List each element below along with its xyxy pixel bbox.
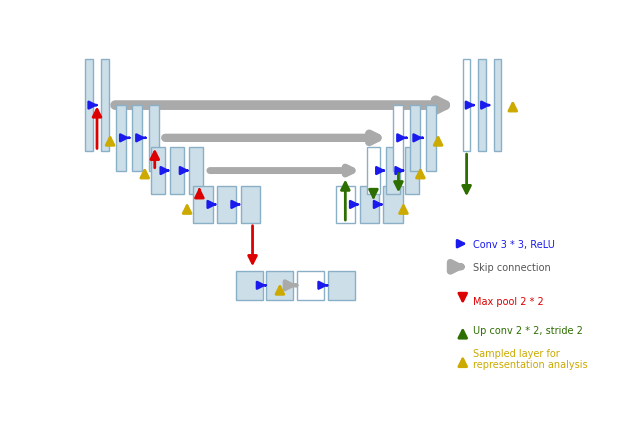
Bar xyxy=(132,106,143,171)
Bar xyxy=(383,187,403,224)
Bar xyxy=(170,148,184,194)
Text: Conv 3 * 3, ReLU: Conv 3 * 3, ReLU xyxy=(473,239,555,249)
Bar xyxy=(193,187,212,224)
Bar xyxy=(426,106,436,171)
Text: Sampled layer for
representation analysis: Sampled layer for representation analysi… xyxy=(473,348,588,369)
Bar xyxy=(394,106,403,171)
Bar xyxy=(189,148,204,194)
Bar xyxy=(478,60,486,152)
Bar xyxy=(116,106,126,171)
Text: Max pool 2 * 2: Max pool 2 * 2 xyxy=(473,297,543,307)
Bar xyxy=(266,271,293,300)
Bar xyxy=(386,148,399,194)
Text: Up conv 2 * 2, stride 2: Up conv 2 * 2, stride 2 xyxy=(473,325,582,335)
Bar xyxy=(101,60,109,152)
Bar xyxy=(493,60,501,152)
Bar xyxy=(410,106,420,171)
Bar xyxy=(405,148,419,194)
Bar xyxy=(241,187,260,224)
Text: Skip connection: Skip connection xyxy=(473,262,550,272)
Bar xyxy=(328,271,355,300)
Bar xyxy=(148,106,159,171)
Bar xyxy=(297,271,324,300)
Bar xyxy=(236,271,262,300)
Bar xyxy=(336,187,355,224)
Bar xyxy=(86,60,93,152)
Bar xyxy=(367,148,380,194)
Bar xyxy=(151,148,164,194)
Bar xyxy=(217,187,236,224)
Bar xyxy=(463,60,470,152)
Bar xyxy=(360,187,379,224)
